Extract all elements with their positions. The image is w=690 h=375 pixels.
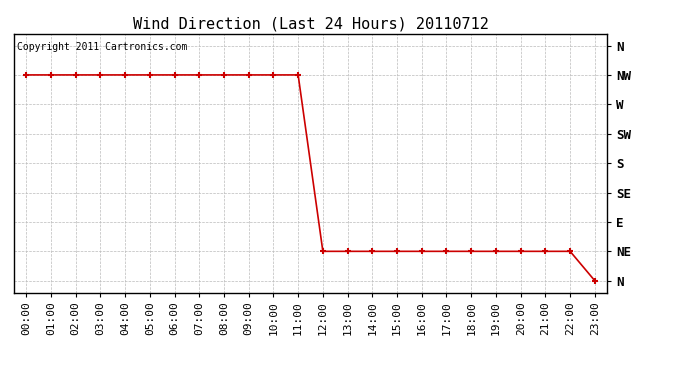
Text: Copyright 2011 Cartronics.com: Copyright 2011 Cartronics.com	[17, 42, 187, 51]
Title: Wind Direction (Last 24 Hours) 20110712: Wind Direction (Last 24 Hours) 20110712	[132, 16, 489, 31]
